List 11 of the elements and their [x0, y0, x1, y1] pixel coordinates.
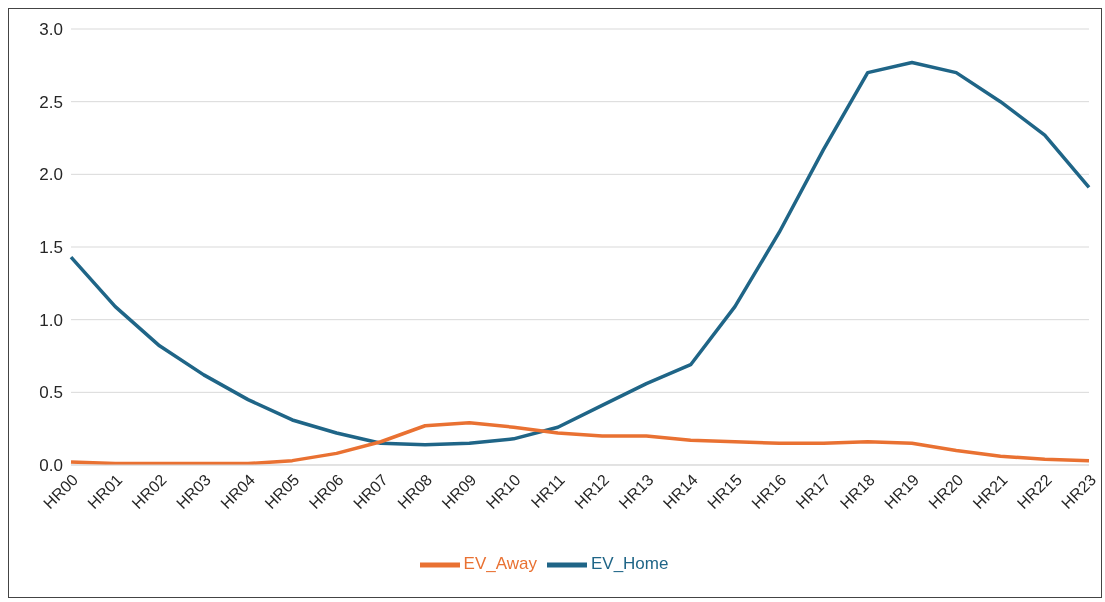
y-tick-label: 2.0: [39, 165, 63, 185]
legend-label: EV_Away: [463, 554, 537, 574]
y-tick-label: 1.5: [39, 238, 63, 258]
y-tick-label: 3.0: [39, 20, 63, 40]
line-series: [69, 421, 1091, 465]
y-tick-label: 1.0: [39, 310, 63, 330]
y-tick-label: 0.5: [39, 383, 63, 403]
y-tick-label: 0.0: [39, 456, 63, 476]
legend-label: EV_Home: [590, 554, 669, 574]
y-tick-label: 2.5: [39, 92, 63, 112]
line-series: [69, 60, 1091, 447]
